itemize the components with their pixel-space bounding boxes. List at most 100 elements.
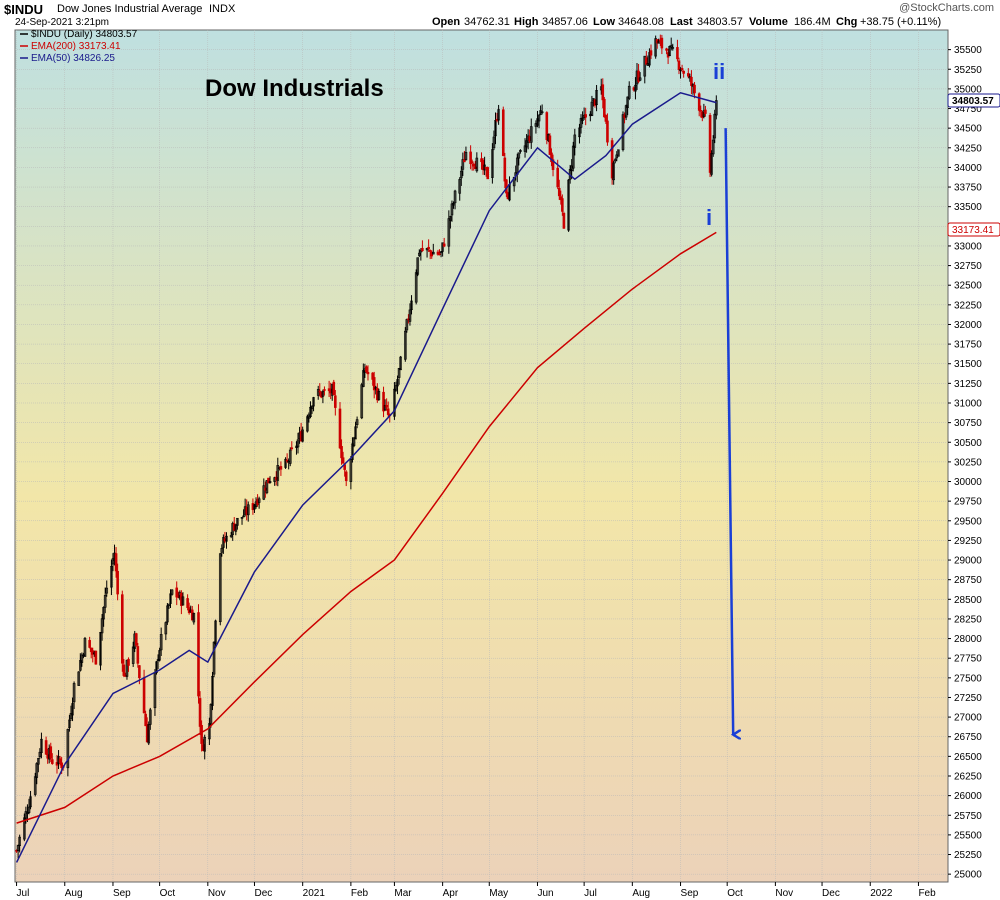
candle-body [187,607,191,614]
x-tick-label: Mar [394,888,412,899]
candle-body [701,111,704,118]
candle-body [276,465,280,481]
candle-body [296,439,300,448]
price-tag: 34803.57 [952,96,994,107]
candle-body [102,607,105,620]
candle-body [72,683,76,703]
candle-body [124,675,127,677]
candle-body [385,404,388,408]
candle-body [267,477,270,484]
candle-body [131,646,135,664]
y-tick-label: 30750 [954,418,982,429]
candle-body [264,487,267,491]
datetime-label: 24-Sep-2021 3:21pm [15,17,109,28]
candle-body [159,634,163,651]
candle-body [497,109,500,121]
candle-body [236,517,239,526]
candle-body [245,506,248,515]
candle-body [251,503,255,511]
candle-body [144,713,147,727]
candle-body [371,372,374,380]
candle-body [458,179,462,194]
candle-body [649,50,653,56]
x-tick-label: May [489,888,508,899]
x-tick-label: Sep [681,888,699,899]
y-tick-label: 28500 [954,595,982,606]
candle-body [612,162,615,181]
candle-body [16,844,20,851]
chart-header: $INDU Dow Jones Industrial Average INDX … [0,0,1000,40]
x-tick-label: Jul [17,888,30,899]
candle-body [68,719,71,728]
candle-body [525,140,528,148]
y-tick-label: 27250 [954,693,982,704]
candle-body [148,709,152,725]
candle-body [463,159,466,163]
candle-body [192,613,196,623]
x-tick-label: Dec [254,888,272,899]
candle-body [473,166,477,170]
candle-body [274,476,278,480]
candle-body [321,390,325,397]
candle-body [529,126,533,143]
candle-body [147,724,151,744]
candle-body [310,405,314,410]
candle-body [442,243,446,247]
candle-body [306,416,309,432]
candle-body [301,429,304,442]
candle-body [399,356,402,371]
last-label: Last [670,16,693,28]
candle-body [190,609,194,621]
candle-body [169,593,172,604]
y-axis: 25000 25250 25500 25750 26000 26250 26500 26750… [948,45,982,881]
candle-body [427,246,430,250]
high-value: 34857.06 [542,16,588,28]
candle-body [284,458,287,468]
candle-body [603,98,606,118]
candle-body [120,594,124,664]
candle-body [89,647,93,653]
candle-body [571,145,575,169]
candle-body [704,109,707,114]
candle-body [416,257,420,275]
candle-body [441,242,444,252]
candle-body [279,466,283,470]
candle-body [82,654,85,657]
candle-body [198,698,202,727]
y-tick-label: 29500 [954,516,982,527]
candle-body [561,198,564,212]
y-tick-label: 30000 [954,477,982,488]
candle-body [657,40,661,44]
candle-body [610,140,614,179]
candle-body [578,127,581,138]
candle-body [648,52,651,66]
legend-price: $INDU (Daily) 34803.57 [31,29,138,40]
candle-body [166,605,169,623]
candle-body [421,247,424,252]
candle-body [377,390,381,400]
y-tick-label: 30500 [954,438,982,449]
candle-body [91,650,95,655]
candle-body [229,535,233,537]
candle-body [362,370,365,387]
y-tick-label: 35250 [954,65,982,76]
y-tick-label: 29250 [954,536,982,547]
candle-body [557,187,561,197]
candle-body [365,366,368,373]
candle-body [682,70,685,74]
candle-body [676,47,679,60]
legend-ema50: EMA(50) 34826.25 [31,53,115,64]
y-tick-label: 35500 [954,45,982,56]
candle-body [470,161,474,164]
ema200-tag-box [947,222,1000,237]
candle-body [393,388,396,417]
candle-body [431,251,435,255]
candle-body [23,817,26,840]
y-tick-label: 33500 [954,202,982,213]
candle-body [666,52,670,58]
exchange-label: INDX [209,3,236,15]
last-value: 34803.57 [697,16,743,28]
y-tick-label: 32000 [954,320,982,331]
candle-body [329,388,332,394]
volume-label: Volume [749,16,788,28]
